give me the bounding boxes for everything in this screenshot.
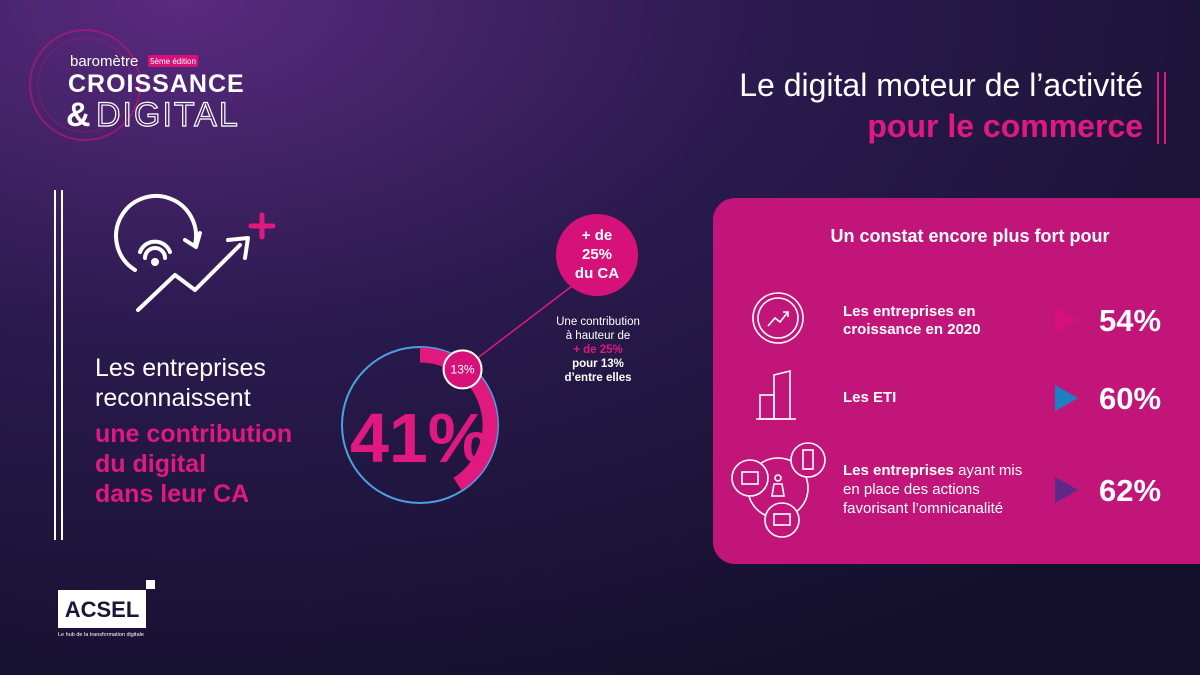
item-label: Les entreprises ayant mis (843, 462, 1022, 479)
logo-ring (37, 37, 133, 133)
item-label: en place des actions (843, 481, 980, 498)
panel-heading: Un constat encore plus fort pour (830, 226, 1109, 246)
item-icon (752, 292, 804, 344)
item-value: 54% (1099, 303, 1161, 338)
segment-label: 13% (451, 362, 475, 376)
edition-badge (148, 55, 198, 67)
logo-line1: CROISSANCE (68, 70, 245, 98)
left-highlight: dans leur CA (95, 480, 249, 508)
logo-prefix: baromètre (70, 53, 138, 70)
callout-connector (462, 285, 573, 371)
donut: 41% 13% + de 25% du CA Une contribution … (341, 214, 640, 504)
item-marker (1055, 385, 1078, 411)
panel (713, 198, 1200, 564)
title-line2: pour le commerce (867, 108, 1143, 144)
item-value: 60% (1099, 381, 1161, 416)
donut-arc (419, 347, 498, 491)
item-label-bold: Les entreprises (843, 462, 954, 479)
note-text: Une contribution (556, 316, 640, 328)
donut-ring (341, 346, 499, 504)
logo: baromètre 5ème édition CROISSANCE & DIGI… (29, 29, 245, 141)
plus-icon (248, 212, 276, 240)
brand-square (146, 580, 155, 589)
item-marker (1055, 307, 1078, 333)
item-icon (756, 369, 796, 420)
growth-icon (114, 193, 250, 312)
left-text: reconnaissent (95, 384, 251, 412)
callout-text: + de (582, 227, 612, 244)
brand: ACSEL (65, 597, 140, 622)
note-text: pour 13% (572, 358, 624, 370)
logo-amp: & (66, 96, 91, 134)
left-highlight: une contribution (95, 420, 292, 448)
segment-bubble (442, 349, 483, 390)
note-highlight: + de 25% (573, 344, 623, 356)
callout-text: 25% (582, 246, 612, 263)
item-label: Les entreprises en (843, 303, 976, 320)
item-label: Les ETI (843, 389, 896, 406)
note-text: à hauteur de (566, 330, 631, 342)
item-label: favorisant l’omnicanalité (843, 500, 1003, 517)
callout-text: du CA (575, 265, 619, 282)
brand-box (58, 590, 146, 628)
logo-line2: DIGITAL (96, 96, 240, 134)
donut-value: 41% (350, 399, 490, 477)
logo-ring (29, 29, 141, 141)
callout-bubble (556, 214, 638, 296)
item-value: 62% (1099, 473, 1161, 508)
item-icon (731, 442, 826, 538)
left-text: Les entreprises (95, 354, 266, 382)
note-text: d’entre elles (564, 372, 631, 384)
title-line1: Le digital moteur de l’activité (739, 67, 1143, 103)
item-marker (1055, 477, 1078, 503)
left-highlight: du digital (95, 450, 206, 478)
item-label: croissance en 2020 (843, 321, 981, 338)
item-label-part: ayant mis (958, 462, 1022, 479)
brand-tagline: Le hub de la transformation digitale (58, 632, 144, 638)
logo-edition: 5ème édition (150, 57, 196, 66)
